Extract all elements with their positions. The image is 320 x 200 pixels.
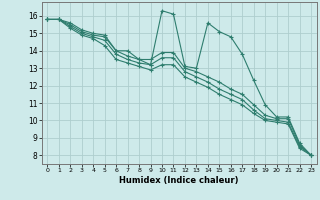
X-axis label: Humidex (Indice chaleur): Humidex (Indice chaleur)	[119, 176, 239, 185]
